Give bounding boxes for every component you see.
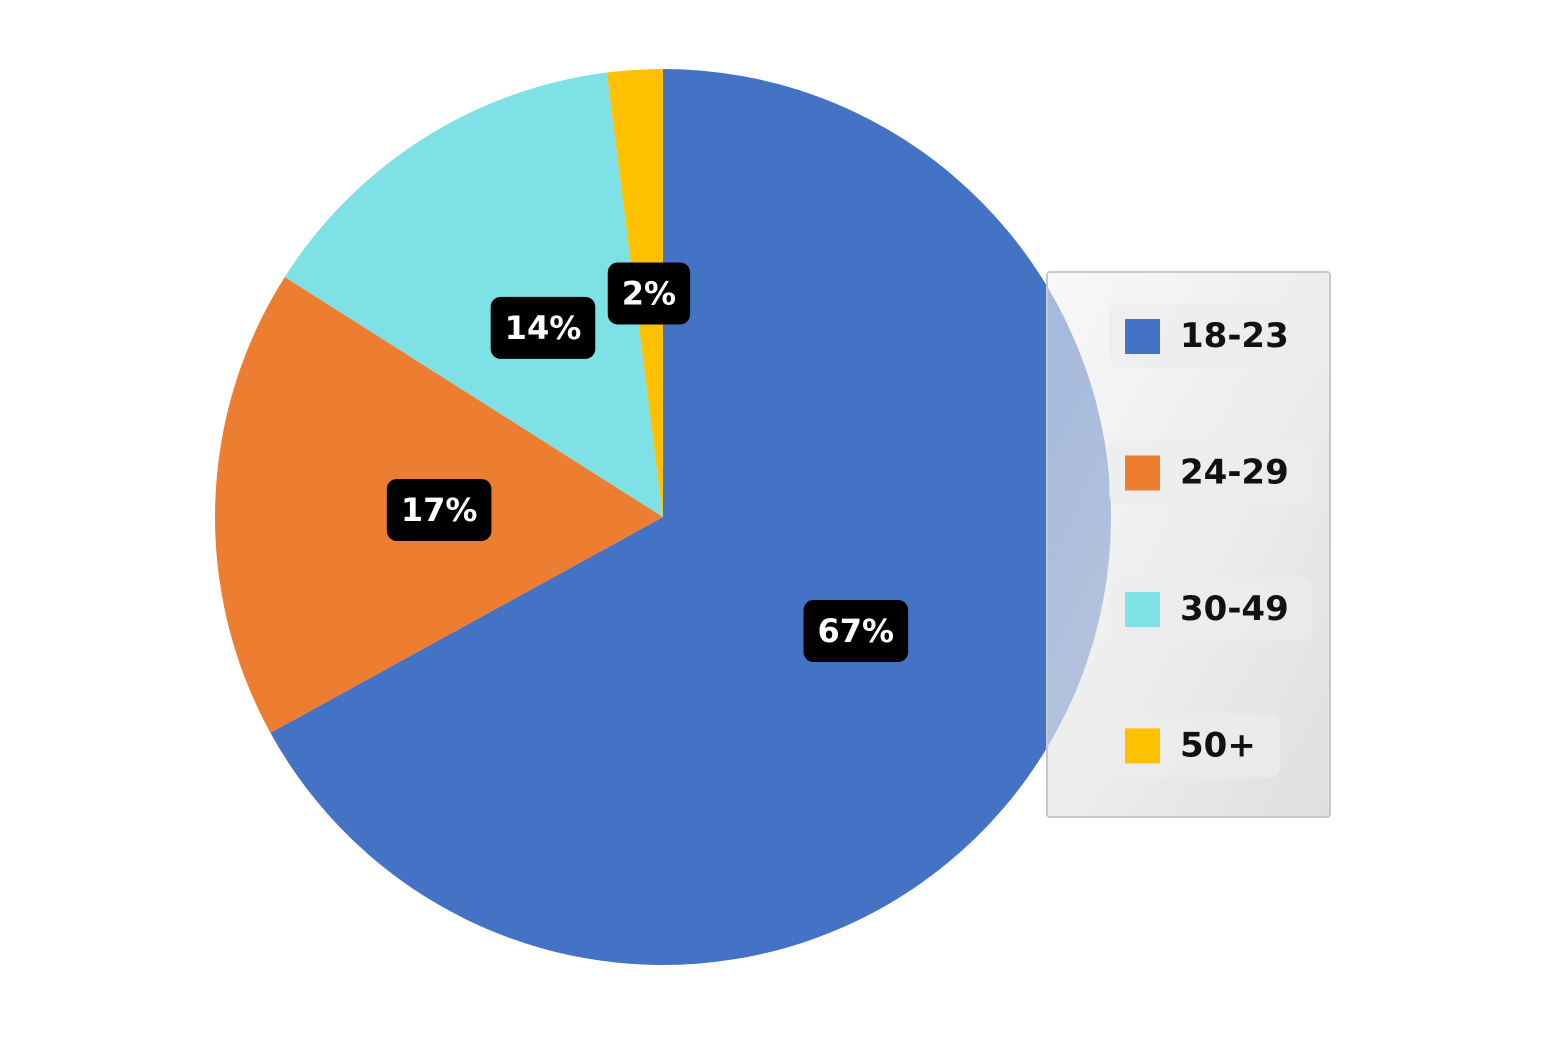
legend-label: 24-29 <box>1180 452 1289 492</box>
legend-swatch <box>1125 455 1160 491</box>
data-label-box <box>386 478 492 541</box>
legend-label: 30-49 <box>1180 589 1289 629</box>
legend-swatch <box>1125 591 1160 627</box>
pie-slice <box>284 72 663 517</box>
legend-label: 50+ <box>1180 725 1256 765</box>
legend-swatch <box>1125 728 1160 764</box>
legend-label: 18-23 <box>1180 316 1289 356</box>
data-label-box <box>490 296 596 359</box>
data-label-box <box>607 262 691 325</box>
data-label: 2% <box>622 274 676 312</box>
data-label: 67% <box>818 612 895 650</box>
data-labels: 67% 17% 14% 2% <box>386 262 909 663</box>
pie <box>215 69 1111 966</box>
data-label-box <box>803 600 909 663</box>
legend-box <box>1046 271 1331 818</box>
legend: 18-23 24-29 30-49 50+ <box>1046 271 1331 818</box>
legend-swatch <box>1125 319 1160 354</box>
data-label: 17% <box>401 491 478 529</box>
data-label: 14% <box>505 309 582 347</box>
pie-slice <box>270 69 1111 966</box>
